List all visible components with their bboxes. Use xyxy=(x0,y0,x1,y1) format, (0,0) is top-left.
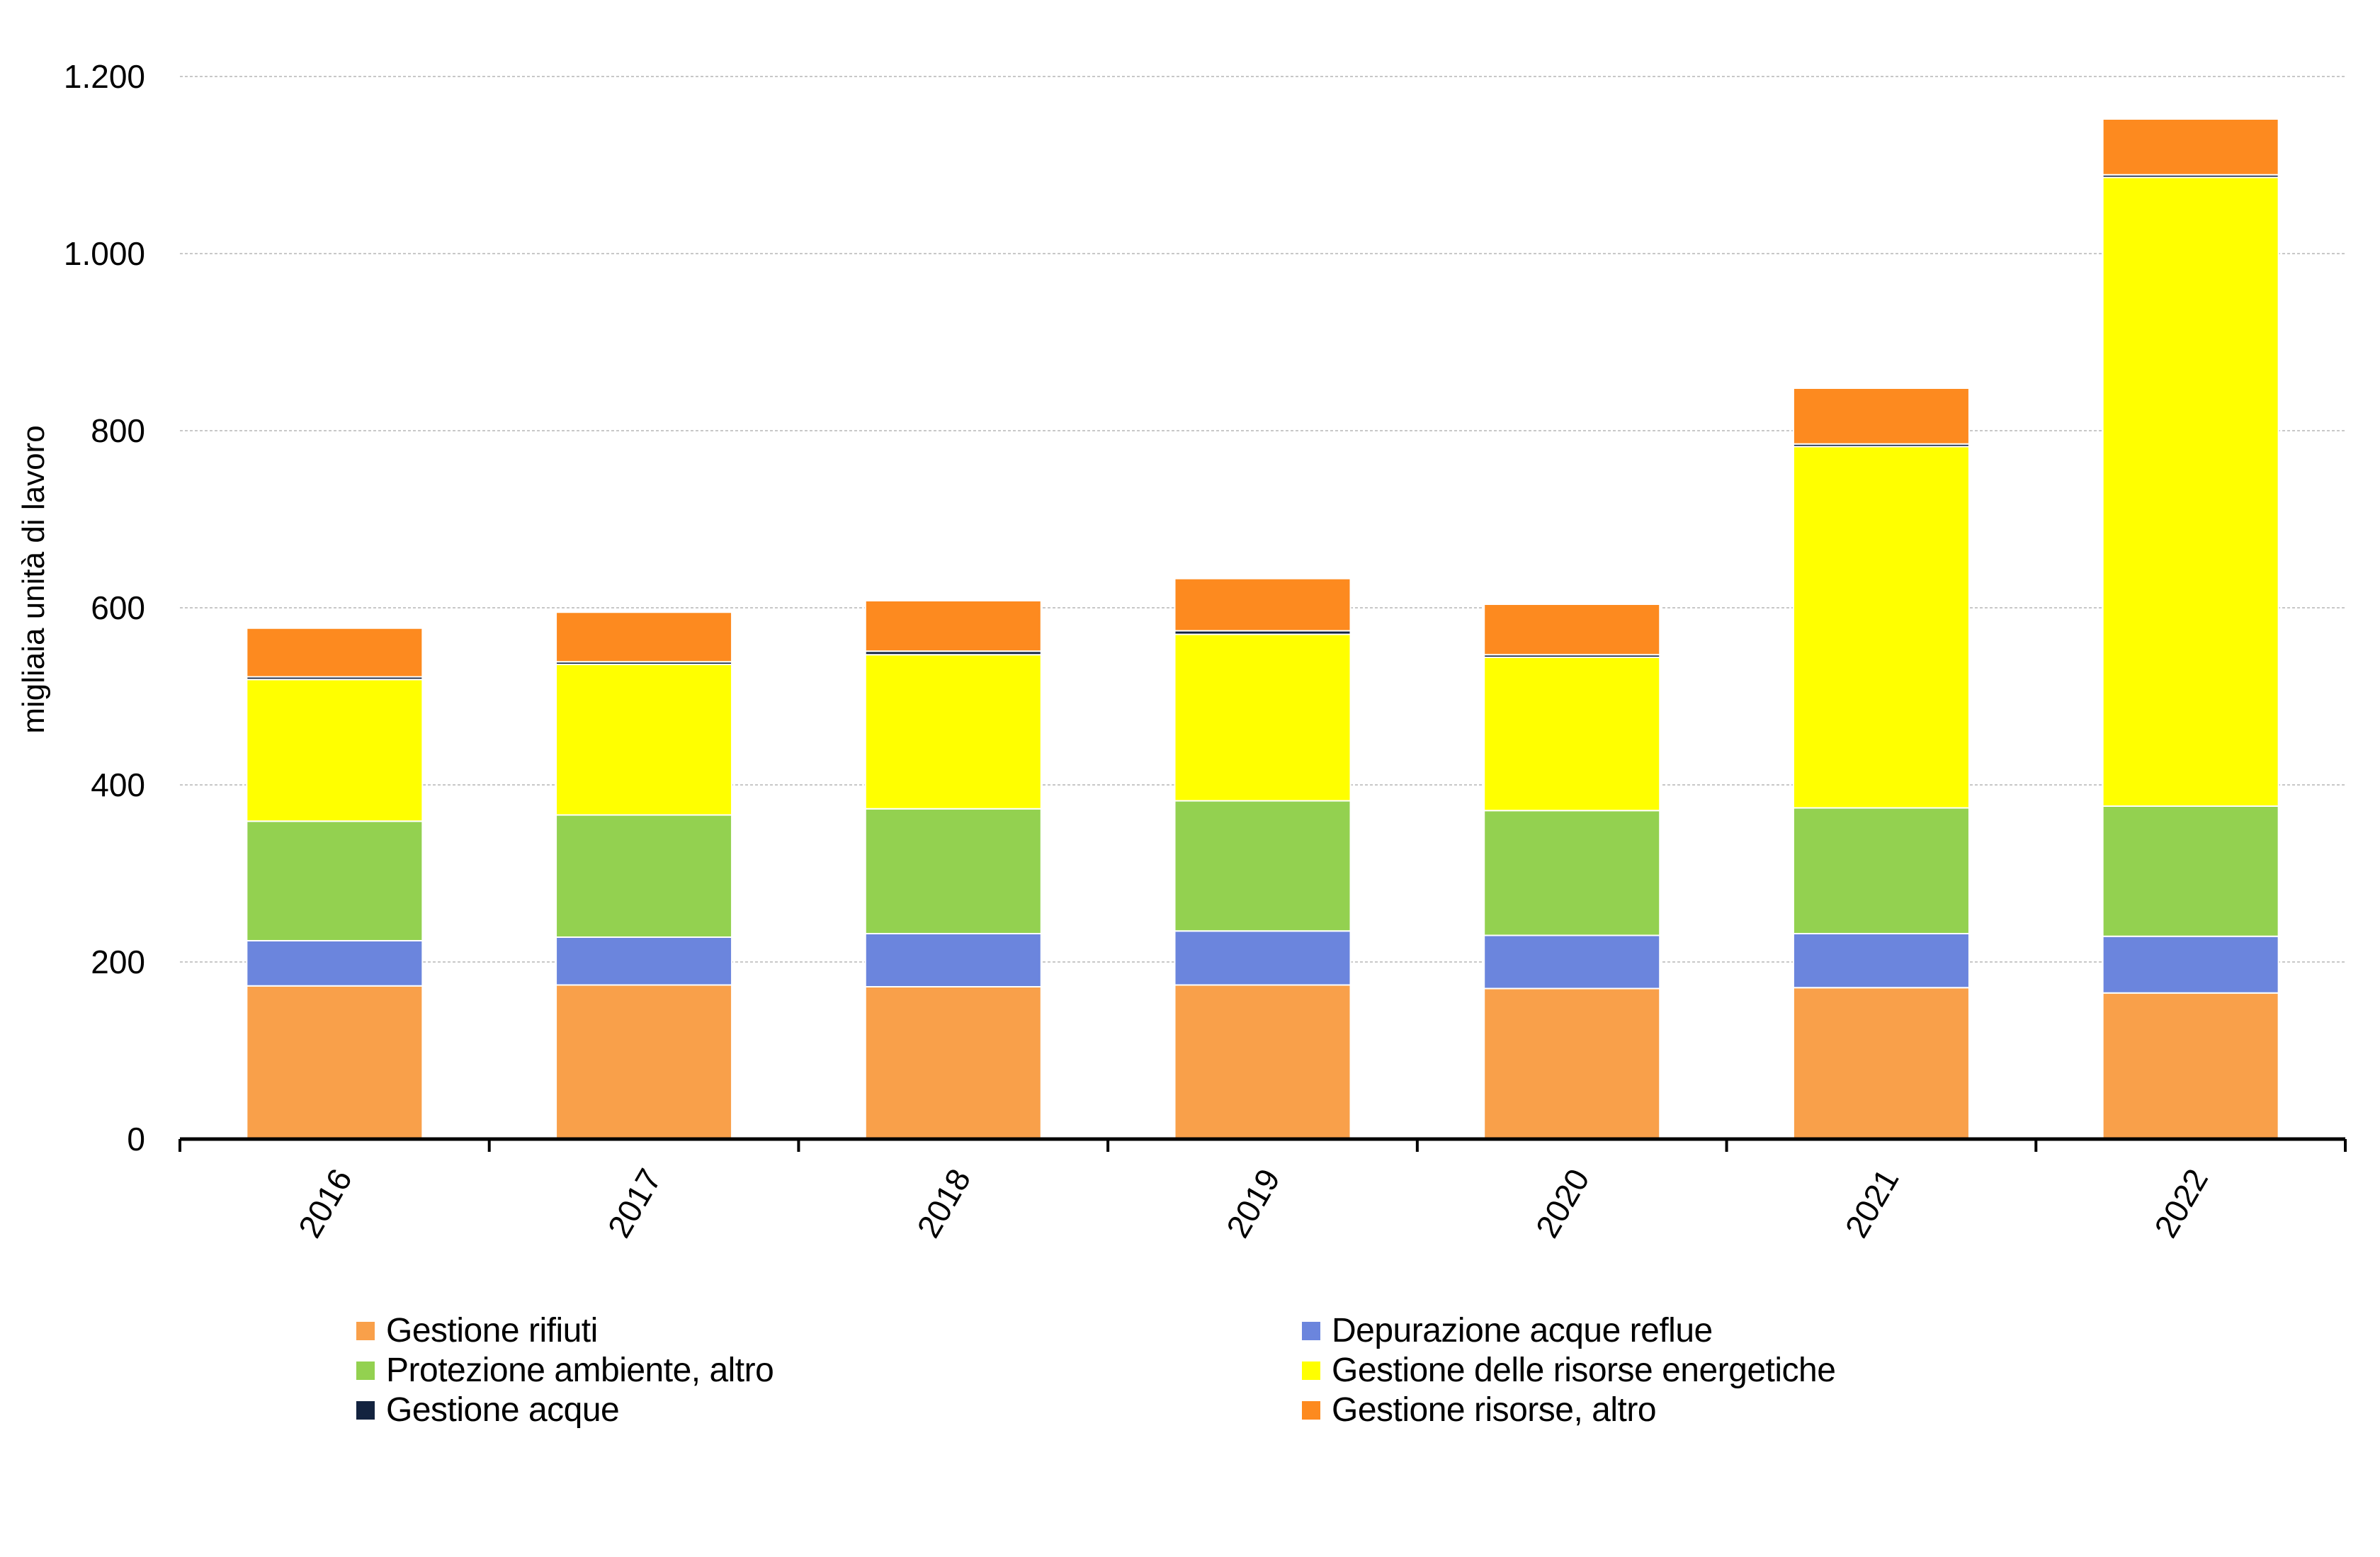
bar-segment-gestione-risorse-altro-2020 xyxy=(1483,604,1661,656)
x-tick-label-2016: 2016 xyxy=(291,1162,359,1244)
bar-segment-depurazione-acque-reflue-2018 xyxy=(864,933,1042,987)
bar-segment-gestione-risorse-altro-2021 xyxy=(1792,387,1970,445)
bar-stack-2016 xyxy=(246,627,424,1140)
bar-segment-depurazione-acque-reflue-2022 xyxy=(2102,935,2279,994)
bar-segment-depurazione-acque-reflue-2016 xyxy=(246,940,424,987)
bar-segment-gestione-delle-risorse-energetiche-2021 xyxy=(1792,446,1970,809)
bar-segment-gestione-delle-risorse-energetiche-2020 xyxy=(1483,657,1661,812)
bar-segment-protezione-ambiente-altro-2017 xyxy=(555,814,733,938)
bar-segment-gestione-delle-risorse-energetiche-2022 xyxy=(2102,176,2279,807)
x-tick-label-2020: 2020 xyxy=(1529,1162,1597,1244)
x-tick-label-2019: 2019 xyxy=(1219,1162,1287,1244)
bar-segment-protezione-ambiente-altro-2016 xyxy=(246,820,424,941)
bar-segment-depurazione-acque-reflue-2021 xyxy=(1792,933,1970,989)
bar-stack-2022 xyxy=(2102,118,2279,1140)
y-tick-label: 600 xyxy=(91,589,145,626)
bar-segment-gestione-rifiuti-2018 xyxy=(864,986,1042,1140)
bar-stack-2017 xyxy=(555,611,733,1140)
bar-segment-gestione-risorse-altro-2017 xyxy=(555,611,733,663)
y-tick-label: 1.000 xyxy=(64,235,145,272)
bar-segment-depurazione-acque-reflue-2019 xyxy=(1174,930,1352,986)
bar-segment-gestione-rifiuti-2016 xyxy=(246,985,424,1140)
bar-segment-gestione-risorse-altro-2016 xyxy=(246,627,424,678)
y-axis-title: migliaia unità di lavoro xyxy=(16,425,51,733)
bar-segment-gestione-delle-risorse-energetiche-2017 xyxy=(555,664,733,816)
bar-stack-2020 xyxy=(1483,604,1661,1140)
bar-segment-gestione-delle-risorse-energetiche-2018 xyxy=(864,654,1042,810)
bar-segment-gestione-delle-risorse-energetiche-2019 xyxy=(1174,633,1352,802)
bar-segment-gestione-rifiuti-2021 xyxy=(1792,987,1970,1140)
bar-segment-gestione-rifiuti-2022 xyxy=(2102,992,2279,1140)
bar-segment-gestione-rifiuti-2020 xyxy=(1483,987,1661,1140)
bar-segment-gestione-risorse-altro-2018 xyxy=(864,600,1042,652)
x-tick-label-2017: 2017 xyxy=(600,1162,668,1244)
bar-segment-depurazione-acque-reflue-2020 xyxy=(1483,934,1661,990)
bar-segment-gestione-delle-risorse-energetiche-2016 xyxy=(246,679,424,822)
bar-segment-protezione-ambiente-altro-2022 xyxy=(2102,805,2279,937)
x-tick-label-2018: 2018 xyxy=(910,1162,978,1244)
y-tick-label: 800 xyxy=(91,412,145,449)
bar-segment-gestione-rifiuti-2017 xyxy=(555,984,733,1140)
x-tick-label-2021: 2021 xyxy=(1837,1162,1905,1244)
bar-segment-protezione-ambiente-altro-2018 xyxy=(864,808,1042,934)
bars xyxy=(246,118,2279,1140)
bar-segment-gestione-risorse-altro-2019 xyxy=(1174,577,1352,632)
bar-segment-depurazione-acque-reflue-2017 xyxy=(555,936,733,986)
bar-segment-protezione-ambiente-altro-2020 xyxy=(1483,810,1661,936)
bar-stack-2021 xyxy=(1792,387,1970,1140)
y-tick-label: 1.200 xyxy=(64,58,145,95)
bar-stack-2018 xyxy=(864,600,1042,1140)
bar-segment-protezione-ambiente-altro-2019 xyxy=(1174,800,1352,932)
y-tick-label: 400 xyxy=(91,766,145,803)
y-tick-label: 0 xyxy=(127,1121,145,1157)
x-tick-label-2022: 2022 xyxy=(2147,1162,2215,1244)
bar-segment-gestione-risorse-altro-2022 xyxy=(2102,118,2279,176)
bar-segment-gestione-rifiuti-2019 xyxy=(1174,984,1352,1140)
bar-segment-protezione-ambiente-altro-2021 xyxy=(1792,807,1970,934)
y-tick-label: 200 xyxy=(91,944,145,980)
bar-stack-2019 xyxy=(1174,577,1352,1140)
